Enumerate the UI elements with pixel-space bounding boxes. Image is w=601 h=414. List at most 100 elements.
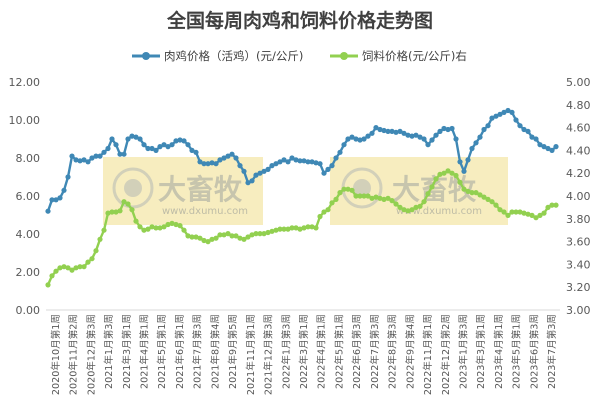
feed-point [189,234,195,240]
x-tick-label: 2021年5月第1周 [156,314,168,389]
x-tick-label: 2023年6月第3周 [528,314,540,389]
chicken-point [277,159,283,165]
feed-point [321,209,327,215]
chicken-point [81,157,87,163]
legend-feed-label: 饲料价格(元/公斤)右 [362,49,467,63]
x-tick-label: 2022年7月第3周 [369,314,381,389]
chicken-point [93,153,99,159]
chicken-point [129,133,135,139]
chicken-point [521,126,527,133]
chicken-point [133,134,139,140]
chicken-point [77,158,83,164]
feed-point [217,232,223,238]
chicken-point [485,123,491,129]
chicken-point [117,151,123,157]
chicken-point [61,187,67,193]
feed-point [77,264,83,270]
feed-point [337,190,343,196]
feed-point [61,264,67,270]
feed-point [349,187,355,193]
feed-point [225,231,231,237]
legend-chicken-label: 肉鸡价格（活鸡）(元/公斤) [164,49,303,63]
chicken-point [365,133,371,139]
feed-point [65,265,71,271]
chicken-point [285,159,291,165]
x-tick-label: 2022年12月第2周 [440,314,452,395]
feed-point [325,207,331,213]
chicken-point [229,151,235,157]
watermark-logo-inner [124,179,142,197]
feed-point [357,193,363,199]
feed-point [209,236,215,242]
chicken-point [513,117,519,123]
feed-point [229,233,235,239]
feed-point [285,226,291,232]
x-tick-label: 2022年4月第1周 [316,314,328,389]
chicken-point [549,147,555,153]
feed-point [257,231,263,237]
feed-point [169,220,175,226]
x-tick-label: 2021年4月第1周 [138,314,150,389]
feed-point [449,170,455,176]
feed-point [273,227,279,233]
feed-point [305,224,311,230]
chicken-point [389,128,395,134]
chicken-point [317,161,323,167]
x-tick-label: 2022年1月第3周 [280,314,292,389]
feed-point [101,227,107,233]
chicken-point [181,138,187,144]
x-tick-label: 2021年6月第1周 [174,314,186,389]
x-tick-label: 2023年1月第3周 [458,314,470,389]
chicken-point [417,134,423,140]
chicken-point [233,155,239,161]
feed-point [309,224,315,230]
x-tick-label: 2022年8月第3周 [387,314,399,389]
chicken-point [197,159,203,165]
feed-point [365,193,371,199]
x-tick-label: 2020年12月第3周 [85,314,97,395]
x-tick-label: 2022年11月第1周 [422,314,434,395]
feed-point [213,235,219,241]
chicken-point [497,111,503,117]
chicken-point [153,147,159,153]
chicken-point [305,159,311,165]
feed-point [437,171,443,177]
feed-point [73,265,79,271]
y-left-tick-label: 8.00 [16,152,41,165]
feed-point [129,207,135,213]
chicken-point [73,157,79,163]
chicken-point [253,172,259,178]
chicken-point [529,134,535,140]
feed-point [145,226,151,232]
feed-point [149,224,155,230]
chicken-point [505,107,511,114]
chicken-point [85,159,91,165]
chicken-point [105,145,111,152]
chicken-point [397,128,403,134]
feed-point [477,192,483,198]
feed-point [277,226,283,232]
chicken-point [545,145,551,152]
feed-point [513,209,519,215]
feed-point [177,223,183,229]
feed-point [453,172,459,179]
chicken-point [361,136,367,142]
feed-point [85,259,91,265]
legend-feed-marker [340,52,348,60]
chicken-point [169,142,175,148]
chicken-point [273,161,279,167]
chicken-point [257,170,263,176]
feed-point [333,196,339,202]
chicken-point [201,161,207,167]
chicken-point [373,125,379,131]
y-right-tick-label: 3.80 [566,213,591,226]
chicken-point [69,153,75,159]
chicken-point [289,155,295,161]
chicken-point [281,157,287,163]
y-left-tick-label: 12.00 [9,76,41,89]
chicken-point [409,133,415,139]
chicken-point [221,155,227,161]
feed-point [173,221,179,228]
x-tick-label: 2021年8月第4周 [209,314,221,389]
